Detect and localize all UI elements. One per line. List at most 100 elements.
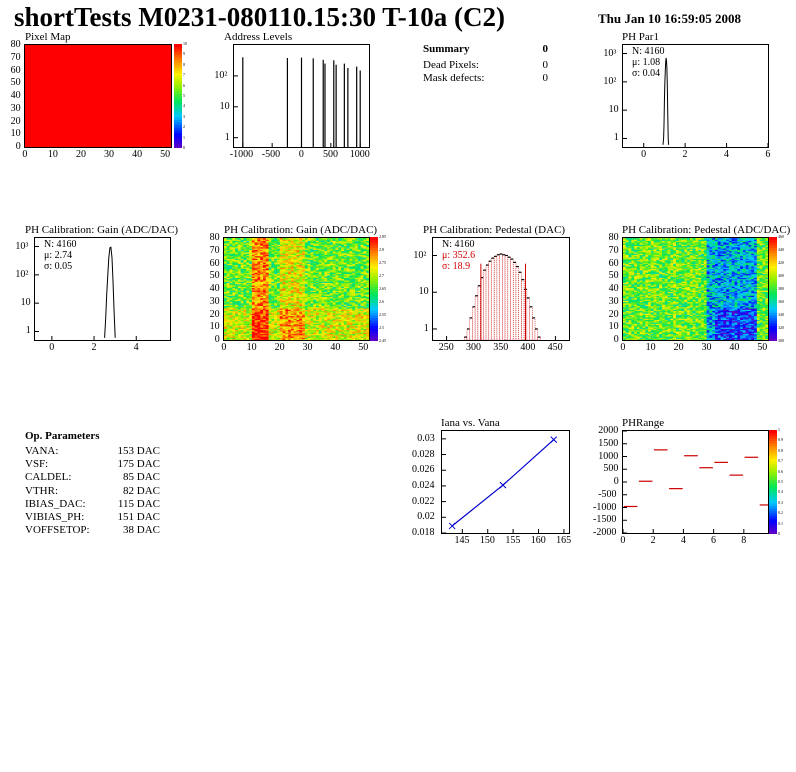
heatmap-cell [318, 336, 322, 338]
heatmap-cell [232, 254, 236, 257]
heatmap-cell [299, 338, 303, 340]
heatmap-cell [625, 260, 629, 263]
heatmap-cell [349, 264, 353, 267]
heatmap-cell [232, 320, 236, 323]
heatmap-cell [324, 311, 328, 314]
heatmap-cell [260, 315, 264, 318]
heatmap-cell [327, 323, 331, 326]
heatmap-cell [329, 314, 334, 317]
heatmap-cell [346, 311, 350, 314]
summary-title-value: 0 [542, 43, 549, 55]
x-tick-label: 2 [91, 342, 97, 353]
heatmap-cell [310, 322, 314, 324]
heatmap-cell [240, 310, 244, 313]
y-tick-label: 1 [423, 322, 429, 334]
heatmap-cell [265, 257, 270, 259]
heatmap-cell [343, 267, 348, 269]
heatmap-cell [282, 268, 286, 271]
heatmap-cell [360, 243, 364, 245]
color-palette [370, 237, 378, 341]
heatmap-cell [634, 258, 638, 261]
heatmap-cell [360, 273, 364, 276]
heatmap-cell [634, 303, 638, 305]
heatmap-cell [282, 250, 286, 253]
heatmap-cell [341, 327, 345, 329]
heatmap-cell [260, 295, 264, 298]
heatmap-cell [235, 249, 239, 252]
heatmap-cell [366, 249, 369, 252]
heatmap-cell [318, 291, 322, 294]
heatmap-cell [249, 259, 253, 262]
heatmap-cell [268, 299, 272, 301]
heatmap-cell [274, 264, 278, 267]
heatmap-cell [237, 304, 242, 306]
heatmap-cell [631, 300, 635, 303]
heatmap-cell [327, 332, 331, 335]
heatmap-cell [243, 272, 247, 275]
heatmap-cell [625, 289, 629, 291]
heatmap-cell [366, 260, 369, 263]
histogram-bar [502, 254, 506, 340]
palette-tick-label: 2 [183, 124, 185, 130]
heatmap-cell [313, 292, 317, 295]
heatmap-cell [346, 291, 350, 294]
heatmap-cell [254, 296, 258, 299]
histogram-bar [496, 254, 500, 340]
heatmap-cell [349, 295, 353, 298]
heatmap-cell [271, 263, 275, 266]
heatmap-cell [304, 292, 309, 295]
heatmap-cell [299, 291, 303, 294]
heatmap-cell [276, 304, 281, 306]
heatmap-cell [360, 272, 364, 275]
heatmap-cell [251, 309, 256, 312]
heatmap-cell [360, 295, 364, 298]
heatmap-cell [254, 255, 258, 258]
heatmap-cell [631, 289, 635, 291]
heatmap-cell [260, 333, 264, 336]
heatmap-cell [235, 338, 239, 340]
heatmap-cell [237, 308, 242, 310]
heatmap-cell [318, 327, 322, 329]
heatmap-cell [335, 246, 339, 249]
heatmap-cell [302, 327, 306, 329]
heatmap-cell [240, 323, 244, 326]
heatmap-cell [346, 264, 350, 267]
heatmap-cell [240, 324, 244, 327]
heatmap-cell [254, 334, 258, 337]
heatmap-cell [623, 260, 627, 263]
heatmap-cell [352, 245, 356, 248]
heatmap-cell [634, 281, 638, 284]
heatmap-cell [290, 262, 295, 264]
heatmap-cell [279, 278, 283, 281]
heatmap-cell [366, 332, 369, 335]
heatmap-cell [249, 253, 253, 255]
heatmap-cell [260, 243, 264, 245]
heatmap-cell [224, 320, 228, 323]
palette-swatch [174, 51, 182, 55]
heatmap-cell [634, 336, 638, 338]
heatmap-cell [268, 280, 272, 282]
heatmap-cell [296, 243, 300, 245]
heatmap-cell [243, 281, 247, 284]
heatmap-cell [302, 310, 306, 313]
heatmap-cell [321, 268, 325, 271]
heatmap-cell [321, 281, 325, 284]
heatmap-cell [285, 317, 289, 319]
heatmap-cell [321, 317, 325, 319]
heatmap-cell [313, 308, 317, 310]
heatmap-cell [307, 276, 311, 278]
heatmap-cell [235, 322, 239, 324]
heatmap-cell [296, 290, 300, 292]
heatmap-cell [226, 266, 230, 268]
heatmap-cell [316, 257, 320, 259]
heatmap-cell [249, 305, 253, 308]
heatmap-cell [226, 283, 230, 286]
heatmap-cell [243, 331, 247, 333]
heatmap-cell [302, 262, 306, 264]
heatmap-cell [341, 239, 345, 241]
heatmap-cell [268, 264, 272, 267]
heatmap-cell [282, 338, 286, 340]
heatmap-cell [631, 274, 635, 277]
heatmap-cell [296, 249, 300, 252]
heatmap-cell [285, 328, 289, 331]
